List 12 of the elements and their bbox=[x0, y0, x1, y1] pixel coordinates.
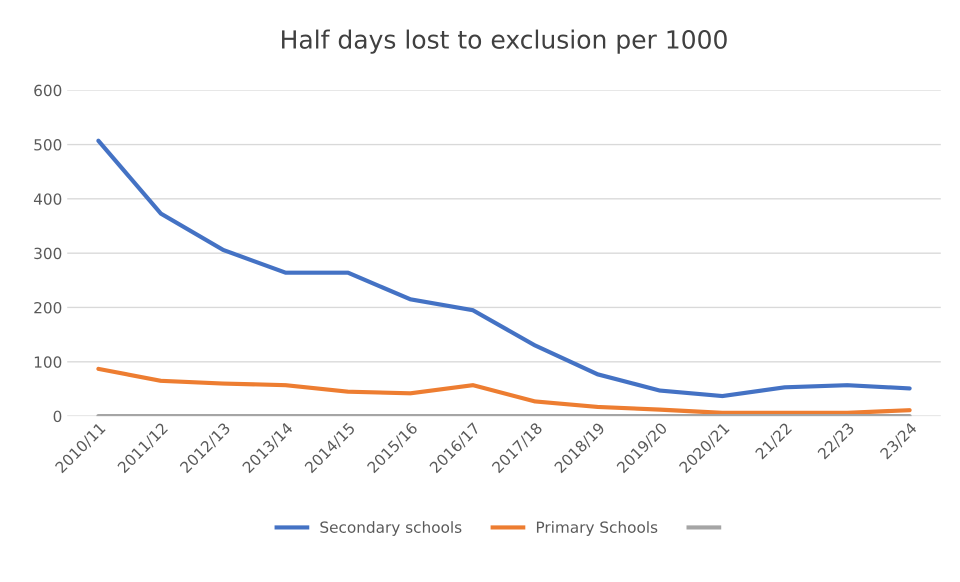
y-tick-label: 100 bbox=[34, 356, 62, 368]
legend-label: Primary Schools bbox=[536, 521, 658, 536]
y-tick-label: 200 bbox=[34, 302, 62, 314]
line-series bbox=[96, 366, 912, 415]
line-series bbox=[96, 138, 912, 398]
legend-label: Secondary schools bbox=[320, 521, 462, 536]
y-tick-label: 400 bbox=[34, 193, 62, 205]
y-tick-label: 300 bbox=[34, 248, 62, 260]
chart-title: Half days lost to exclusion per 1000 bbox=[282, 30, 727, 54]
y-tick-label: 600 bbox=[34, 84, 62, 96]
y-tick-label: 0 bbox=[54, 410, 62, 422]
y-tick-label: 500 bbox=[34, 138, 62, 151]
